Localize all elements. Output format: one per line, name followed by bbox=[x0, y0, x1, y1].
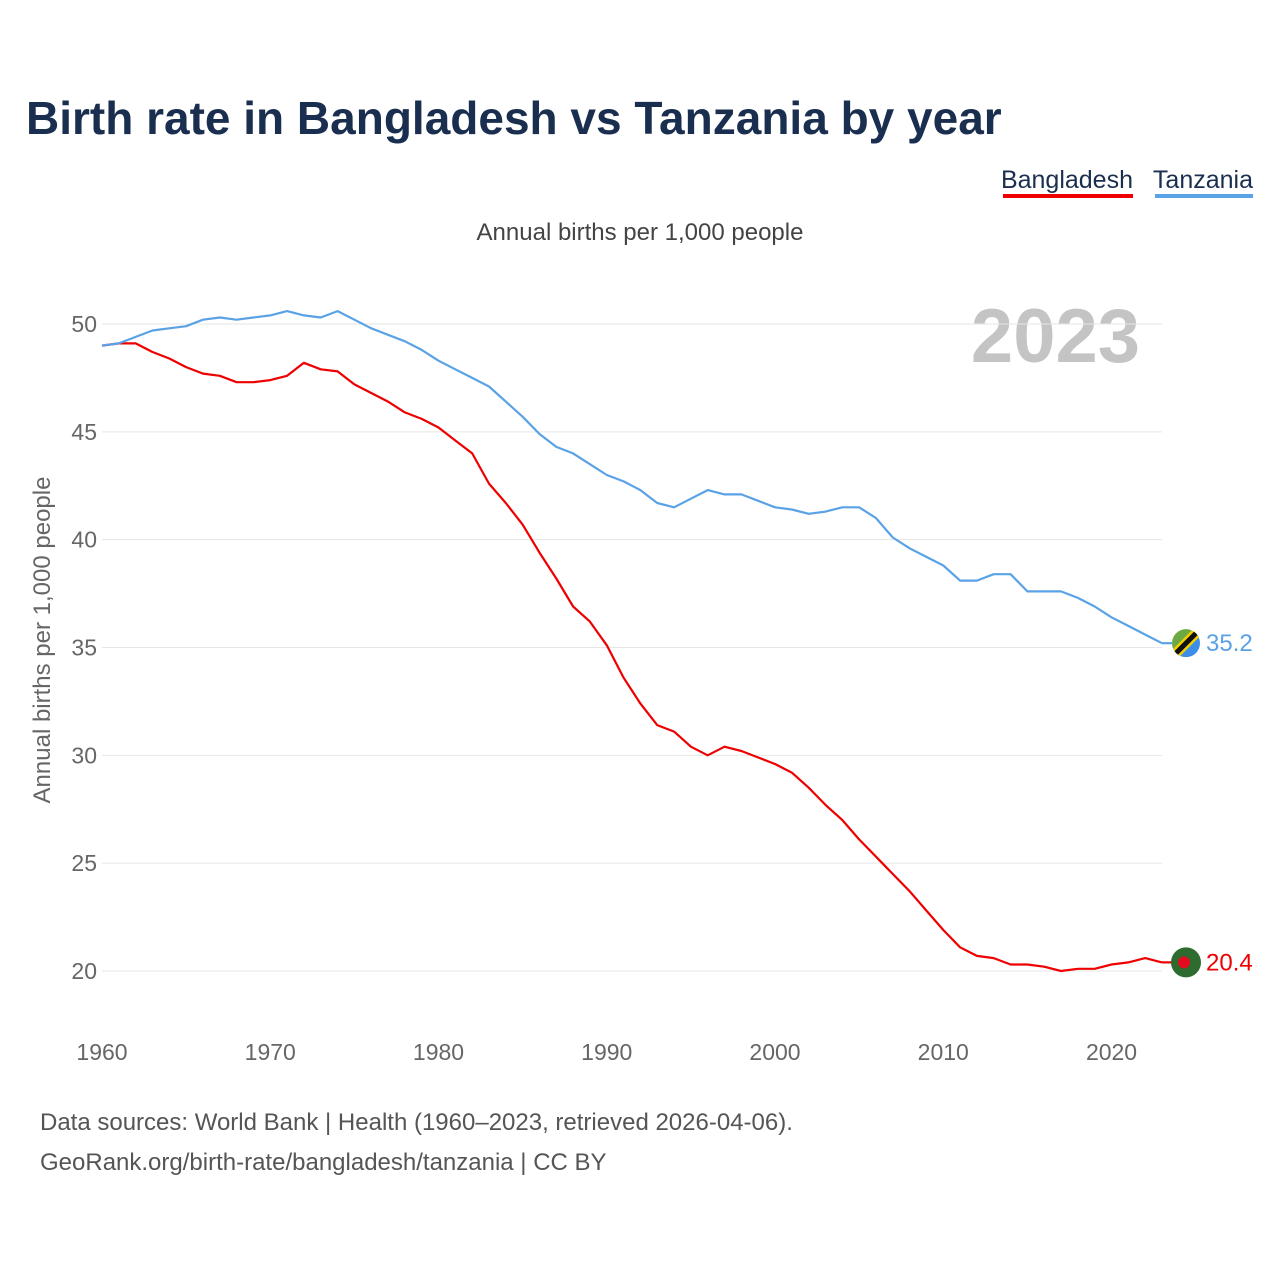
x-tick-label: 1960 bbox=[76, 1039, 127, 1065]
y-tick-label: 30 bbox=[71, 742, 97, 768]
legend-entry-tanzania[interactable]: Tanzania bbox=[1153, 166, 1253, 194]
y-tick-label: 45 bbox=[71, 419, 97, 445]
source-url[interactable]: GeoRank.org/birth-rate/bangladesh/tanzan… bbox=[40, 1149, 607, 1176]
end-value-label-tanzania: 35.2 bbox=[1206, 630, 1253, 657]
x-axis-ticks: 1960 1970 1980 1990 2000 2010 2020 bbox=[76, 1039, 1137, 1065]
x-tick-label: 1970 bbox=[245, 1039, 296, 1065]
y-tick-label: 40 bbox=[71, 527, 97, 553]
x-tick-label: 1980 bbox=[413, 1039, 464, 1065]
legend-swatch-bangladesh bbox=[1003, 194, 1133, 198]
chart-subtitle: Annual births per 1,000 people bbox=[477, 219, 804, 246]
end-value-label-bangladesh: 20.4 bbox=[1206, 949, 1253, 976]
series-line-bangladesh bbox=[101, 342, 1163, 973]
y-tick-label: 50 bbox=[71, 311, 97, 337]
y-tick-label: 20 bbox=[71, 958, 97, 984]
chart-title: Birth rate in Bangladesh vs Tanzania by … bbox=[26, 92, 1002, 144]
x-tick-label: 2010 bbox=[918, 1039, 969, 1065]
y-tick-label: 35 bbox=[71, 635, 97, 661]
series-lines bbox=[101, 310, 1163, 973]
legend[interactable]: Bangladesh Tanzania bbox=[1001, 166, 1253, 198]
x-tick-label: 2020 bbox=[1086, 1039, 1137, 1065]
gridlines bbox=[102, 323, 1162, 972]
tanzania-flag-icon bbox=[1172, 629, 1200, 658]
legend-entry-bangladesh[interactable]: Bangladesh bbox=[1001, 166, 1133, 194]
y-tick-label: 25 bbox=[71, 850, 97, 876]
y-axis-ticks: 20 25 30 35 40 45 50 bbox=[71, 311, 97, 984]
end-markers: 20.4 35.2 bbox=[1162, 629, 1253, 978]
current-year-watermark: 2023 bbox=[971, 294, 1140, 379]
bangladesh-flag-icon bbox=[1171, 947, 1201, 978]
source-note: Data sources: World Bank | Health (1960–… bbox=[40, 1109, 793, 1136]
x-tick-label: 1990 bbox=[581, 1039, 632, 1065]
series-line-tanzania bbox=[101, 310, 1163, 645]
y-axis-title: Annual births per 1,000 people bbox=[29, 477, 56, 804]
x-tick-label: 2000 bbox=[749, 1039, 800, 1065]
legend-swatch-tanzania bbox=[1155, 194, 1253, 198]
